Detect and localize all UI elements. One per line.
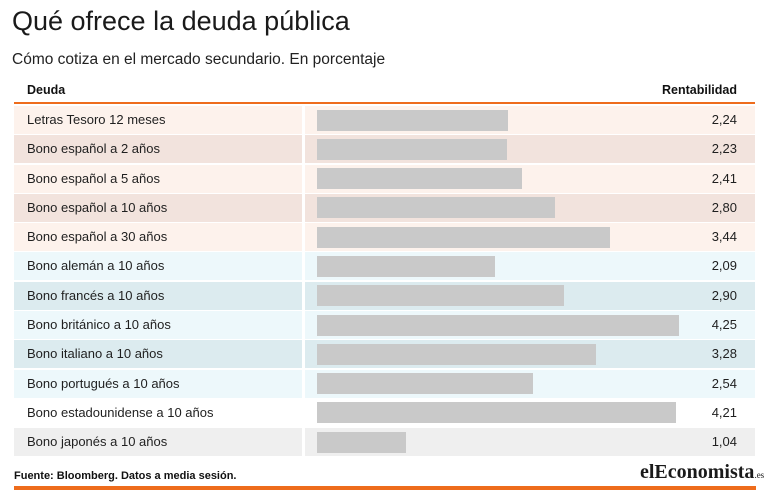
footer-accent-line bbox=[14, 486, 756, 490]
bar bbox=[317, 431, 406, 453]
table-row: Letras Tesoro 12 meses 2,24 bbox=[14, 106, 755, 134]
value-label: 2,41 bbox=[711, 170, 737, 186]
value-label: 2,54 bbox=[711, 375, 737, 391]
row-label: Bono español a 30 años bbox=[27, 229, 168, 245]
table-rows: Letras Tesoro 12 meses 2,24 Bono español a… bbox=[14, 106, 755, 457]
value-label: 3,28 bbox=[711, 346, 737, 362]
bar bbox=[317, 255, 496, 277]
table-row: Bono español a 2 años 2,23 bbox=[14, 135, 755, 164]
row-label: Bono británico a 10 años bbox=[27, 317, 171, 333]
row-label: Bono español a 10 años bbox=[27, 199, 168, 215]
bond-yield-table: Deuda Rentabilidad Letras Tesoro 12 mese… bbox=[14, 78, 755, 458]
bar bbox=[317, 373, 534, 395]
table-row: Bono español a 5 años 2,41 bbox=[14, 164, 755, 193]
row-label: Bono alemán a 10 años bbox=[27, 258, 165, 274]
row-label: Bono español a 2 años bbox=[27, 141, 160, 157]
brand-tld: .es bbox=[754, 470, 765, 480]
row-label: Bono portugués a 10 años bbox=[27, 375, 180, 391]
bar bbox=[317, 168, 523, 190]
table-row: Bono británico a 10 años 4,25 bbox=[14, 311, 755, 340]
row-label: Bono italiano a 10 años bbox=[27, 346, 163, 362]
cell-divider bbox=[302, 311, 305, 340]
value-label: 2,24 bbox=[711, 112, 737, 127]
cell-divider bbox=[302, 223, 305, 252]
cell-divider bbox=[302, 340, 305, 369]
table-row: Bono japonés a 10 años 1,04 bbox=[14, 428, 755, 457]
cell-divider bbox=[302, 252, 305, 281]
bar bbox=[317, 138, 507, 160]
column-header-deuda: Deuda bbox=[27, 83, 66, 97]
brand-logo: elEconomista.es bbox=[640, 461, 764, 484]
cell-divider bbox=[302, 369, 305, 398]
row-label: Bono japonés a 10 años bbox=[27, 434, 168, 450]
row-label: Bono francés a 10 años bbox=[27, 287, 165, 303]
bar bbox=[317, 109, 508, 131]
value-label: 3,44 bbox=[711, 229, 737, 245]
cell-divider bbox=[302, 106, 305, 134]
bar bbox=[317, 314, 679, 336]
cell-divider bbox=[302, 164, 305, 193]
row-label: Bono estadounidense a 10 años bbox=[27, 404, 214, 420]
cell-divider bbox=[302, 135, 305, 164]
value-label: 2,09 bbox=[711, 258, 737, 274]
chart-subtitle: Cómo cotiza en el mercado secundario. En… bbox=[12, 51, 386, 68]
source-note: Fuente: Bloomberg. Datos a media sesión. bbox=[14, 470, 237, 482]
value-label: 2,80 bbox=[711, 199, 737, 215]
cell-divider bbox=[302, 281, 305, 310]
chart-title: Qué ofrece la deuda pública bbox=[12, 6, 350, 36]
brand-name: elEconomista bbox=[640, 461, 755, 483]
row-label: Letras Tesoro 12 meses bbox=[27, 112, 166, 127]
value-label: 4,25 bbox=[711, 317, 737, 333]
table-row: Bono estadounidense a 10 años 4,21 bbox=[14, 398, 755, 427]
table-row: Bono español a 10 años 2,80 bbox=[14, 193, 755, 222]
bar bbox=[317, 197, 556, 219]
cell-divider bbox=[302, 193, 305, 222]
table-header: Deuda Rentabilidad bbox=[14, 78, 755, 104]
value-label: 2,90 bbox=[711, 287, 737, 303]
cell-divider bbox=[302, 428, 305, 457]
bar bbox=[317, 402, 676, 424]
bar bbox=[317, 285, 564, 307]
bar bbox=[317, 343, 597, 365]
table-row: Bono italiano a 10 años 3,28 bbox=[14, 340, 755, 369]
column-header-rentabilidad: Rentabilidad bbox=[661, 83, 737, 97]
value-label: 4,21 bbox=[711, 404, 737, 420]
table-row: Bono portugués a 10 años 2,54 bbox=[14, 369, 755, 398]
value-label: 2,23 bbox=[711, 141, 737, 157]
table-row: Bono español a 30 años 3,44 bbox=[14, 223, 755, 252]
table-row: Bono francés a 10 años 2,90 bbox=[14, 281, 755, 310]
value-label: 1,04 bbox=[711, 434, 737, 450]
bar bbox=[317, 226, 610, 248]
row-label: Bono español a 5 años bbox=[27, 170, 160, 186]
cell-divider bbox=[302, 398, 305, 427]
table-row: Bono alemán a 10 años 2,09 bbox=[14, 252, 755, 281]
